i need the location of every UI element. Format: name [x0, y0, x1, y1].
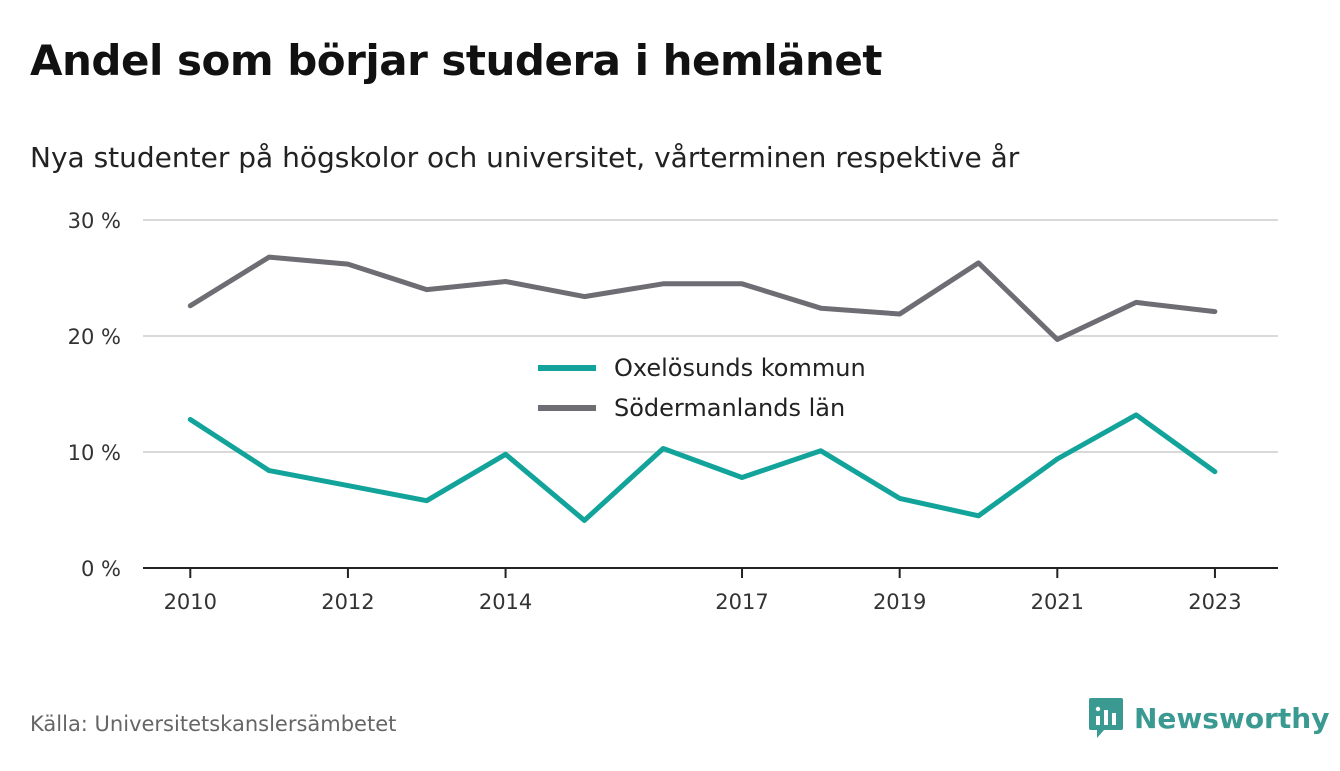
source-note: Källa: Universitetskanslersämbetet — [30, 712, 397, 736]
y-axis-ticks: 0 % 10 % 20 % 30 % — [68, 209, 121, 581]
chart-title: Andel som börjar studera i hemlänet — [30, 36, 883, 85]
x-tick-label: 2012 — [321, 590, 374, 614]
series-lines — [187, 254, 1218, 523]
x-axis-ticks: 2010 2012 2014 2017 2019 2021 2023 — [164, 568, 1242, 614]
series-line — [187, 254, 1218, 342]
y-tick-label: 0 % — [81, 557, 121, 581]
x-tick-label: 2019 — [873, 590, 926, 614]
line-chart: 0 % 10 % 20 % 30 % 2010 2012 2014 2017 2019 2021… — [68, 209, 1278, 614]
grid-lines — [143, 219, 1278, 453]
x-tick-label: 2014 — [479, 590, 532, 614]
y-tick-label: 20 % — [68, 325, 121, 349]
brand: Newsworthy — [1088, 696, 1329, 740]
newsworthy-logo-icon — [1089, 698, 1123, 738]
chart-subtitle: Nya studenter på högskolor och universit… — [30, 141, 1020, 174]
x-tick-label: 2017 — [715, 590, 768, 614]
y-tick-label: 10 % — [68, 441, 121, 465]
y-tick-label: 30 % — [68, 209, 121, 233]
x-tick-label: 2010 — [164, 590, 217, 614]
series-line — [187, 412, 1218, 523]
legend-label: Oxelösunds kommun — [614, 354, 866, 382]
x-tick-label: 2023 — [1188, 590, 1241, 614]
legend: Oxelösunds kommun Södermanlands län — [538, 354, 866, 422]
legend-label: Södermanlands län — [614, 394, 845, 422]
brand-name: Newsworthy — [1134, 701, 1330, 735]
x-tick-label: 2021 — [1031, 590, 1084, 614]
